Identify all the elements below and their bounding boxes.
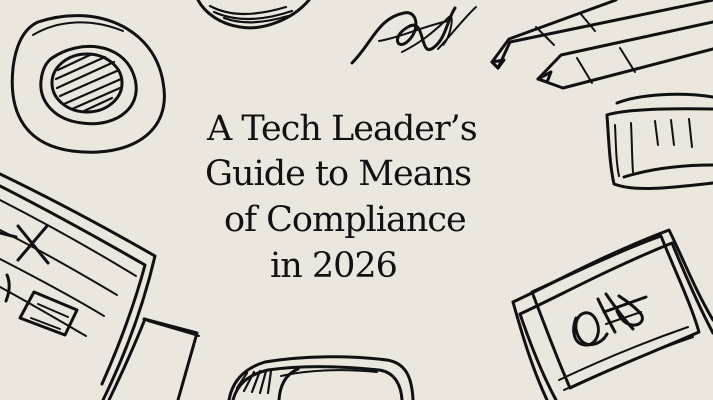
hero-title: A Tech Leader’s Guide to Means of Compli… bbox=[190, 112, 520, 292]
signature-scribble-icon bbox=[350, 6, 477, 65]
hero-title-line-2: Guide to Means bbox=[205, 154, 472, 194]
book-stack-icon bbox=[227, 355, 415, 400]
hero-title-line-3: of Compliance bbox=[224, 200, 467, 240]
hero-title-line-1: A Tech Leader’s bbox=[207, 109, 478, 149]
hero-title-line-4: in 2026 bbox=[270, 246, 398, 286]
pencil-icon bbox=[490, 0, 713, 90]
signed-document-icon bbox=[511, 228, 713, 400]
sketch-leaf-icon bbox=[196, 0, 311, 30]
eraser-icon bbox=[605, 92, 713, 191]
sticker-icon bbox=[10, 14, 166, 154]
notebook-icon bbox=[0, 172, 200, 400]
